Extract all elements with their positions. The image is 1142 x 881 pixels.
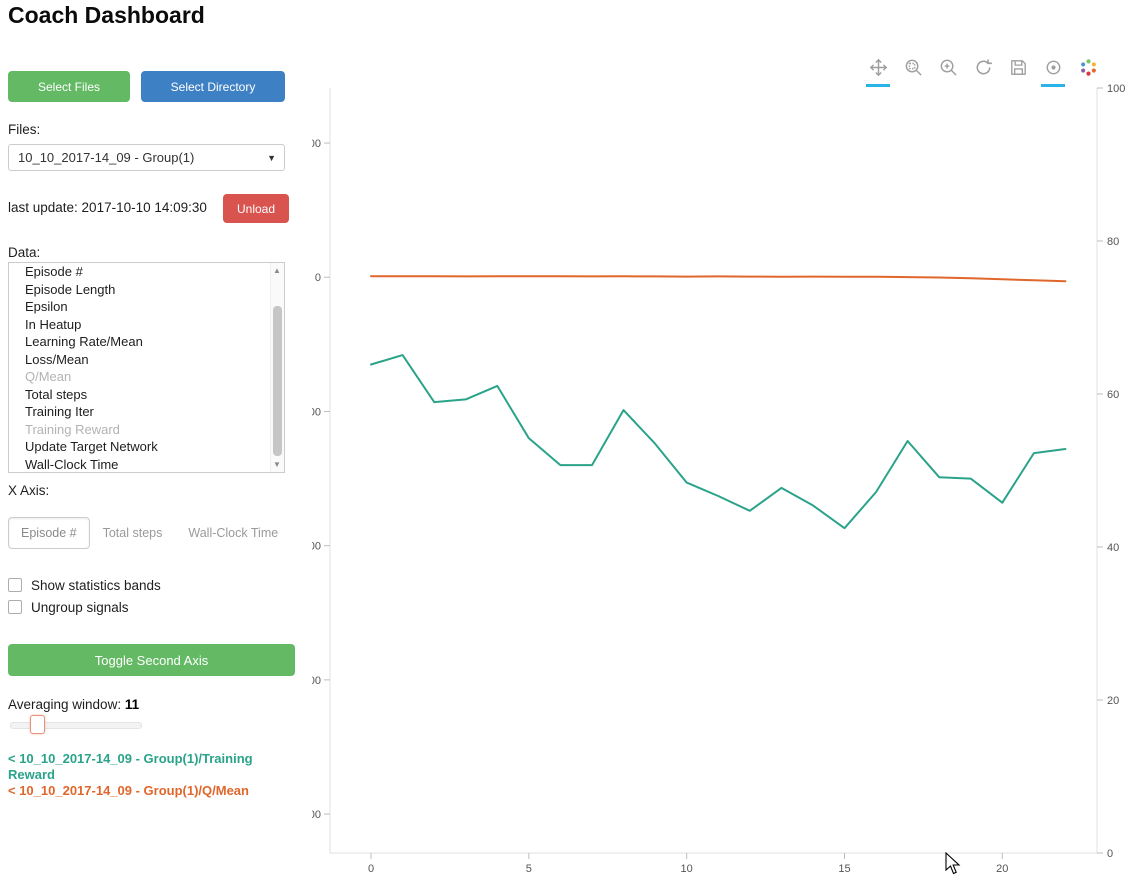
data-list: Episode # Episode Length Epsilon In Heatup L… xyxy=(9,263,271,472)
data-item[interactable]: Loss/Mean xyxy=(25,351,89,367)
checkbox-row[interactable]: Show statistics bands xyxy=(8,574,161,596)
bokeh-logo-icon xyxy=(1080,59,1096,76)
wheel-zoom-icon xyxy=(940,59,957,76)
x-axis-option[interactable]: Total steps xyxy=(89,517,176,549)
x-axis-tick-label: 15 xyxy=(838,863,850,875)
right-axis-tick-label: 100 xyxy=(1107,83,1125,95)
scroll-up-icon[interactable]: ▲ xyxy=(273,266,281,275)
right-axis-tick-label: 0 xyxy=(1107,848,1113,860)
averaging-window-value: 11 xyxy=(124,697,140,712)
reset-tool[interactable] xyxy=(971,57,995,87)
x-axis-tick-label: 0 xyxy=(368,863,374,875)
chart-legend: < 10_10_2017-14_09 - Group(1)/Training R… xyxy=(8,751,288,800)
right-axis-tick-label: 60 xyxy=(1107,389,1119,401)
left-axis-tick-label: -400 xyxy=(312,809,321,821)
scrollbar-thumb[interactable] xyxy=(273,306,282,456)
x-axis-tick-label: 5 xyxy=(526,863,532,875)
checkbox[interactable] xyxy=(8,600,22,614)
pan-tool[interactable] xyxy=(866,57,890,87)
last-update-text: last update: 2017-10-10 14:09:30 xyxy=(8,200,207,215)
right-axis-tick-label: 40 xyxy=(1107,542,1119,554)
files-dropdown-value: 10_10_2017-14_09 - Group(1) xyxy=(18,150,195,165)
checkbox-label: Show statistics bands xyxy=(31,577,161,593)
chevron-down-icon: ▼ xyxy=(267,152,276,163)
x-axis-tick-label: 20 xyxy=(996,863,1008,875)
files-dropdown[interactable]: 10_10_2017-14_09 - Group(1) ▼ xyxy=(8,144,285,171)
data-item[interactable]: Q/Mean xyxy=(25,369,72,384)
data-item[interactable]: Episode # xyxy=(25,264,83,279)
files-label: Files: xyxy=(8,122,41,137)
x-axis-option[interactable]: Episode # xyxy=(8,517,90,549)
left-axis-tick-label: -200 xyxy=(312,541,321,553)
x-axis-label: X Axis: xyxy=(8,483,50,498)
left-axis-tick-label: 100 xyxy=(312,138,321,150)
checkbox-row[interactable]: Ungroup signals xyxy=(8,596,161,618)
data-item[interactable]: Epsilon xyxy=(25,299,68,314)
slider-handle[interactable] xyxy=(30,715,45,734)
file-buttons-row: Select Files Select Directory xyxy=(8,71,285,102)
wheel-zoom-tool[interactable] xyxy=(936,57,960,87)
series-line-1 xyxy=(370,275,1067,283)
select-directory-button[interactable]: Select Directory xyxy=(141,71,285,102)
chart-canvas[interactable]: 100 0 -100 -200 -300 -400 100 80 60 40 20 0 0 5 10 15 20 xyxy=(299,55,1142,881)
averaging-window-slider[interactable] xyxy=(10,714,142,734)
page-title: Coach Dashboard xyxy=(8,2,205,28)
data-item[interactable]: Learning Rate/Mean xyxy=(25,334,143,349)
series-line-0 xyxy=(370,354,1067,530)
data-item[interactable]: Wall-Clock Time xyxy=(25,456,119,472)
box-zoom-tool[interactable] xyxy=(901,57,925,87)
slider-track[interactable] xyxy=(10,722,142,729)
data-multiselect[interactable]: Episode # Episode Length Epsilon In Heatup L… xyxy=(8,262,285,473)
checkbox-group: Show statistics bands Ungroup signals xyxy=(8,574,161,618)
x-axis-tick-label: 10 xyxy=(681,863,693,875)
reset-icon xyxy=(976,59,992,75)
plot-area[interactable] xyxy=(330,88,1097,853)
plot-region[interactable]: 100 0 -100 -200 -300 -400 100 80 60 40 20 0 0 5 10 15 20 xyxy=(299,55,1142,881)
pan-icon xyxy=(869,58,887,77)
box-zoom-icon xyxy=(905,59,922,76)
hover-icon xyxy=(1046,60,1060,75)
data-item[interactable]: Training Reward xyxy=(25,421,120,437)
data-item[interactable]: In Heatup xyxy=(25,316,82,332)
checkbox-label: Ungroup signals xyxy=(31,599,129,615)
left-axis-tick-label: 0 xyxy=(315,272,321,284)
data-item[interactable]: Total steps xyxy=(25,386,88,402)
averaging-window-label: Averaging window: xyxy=(8,697,122,712)
save-icon xyxy=(1010,60,1026,75)
save-tool[interactable] xyxy=(1006,57,1030,87)
bokeh-logo-tool[interactable] xyxy=(1076,57,1100,87)
plot-toolbar xyxy=(866,57,1100,87)
unload-button[interactable]: Unload xyxy=(223,194,289,223)
data-item[interactable]: Training Iter xyxy=(25,404,94,419)
x-axis-radio-group: Episode # Total steps Wall-Clock Time xyxy=(8,517,292,549)
legend-entry[interactable]: < 10_10_2017-14_09 - Group(1)/Q/Mean xyxy=(8,783,249,798)
scroll-down-icon[interactable]: ▼ xyxy=(273,460,281,469)
right-axis-tick-label: 80 xyxy=(1107,236,1119,248)
legend-entry[interactable]: < 10_10_2017-14_09 - Group(1)/Training R… xyxy=(8,751,253,782)
data-item[interactable]: Update Target Network xyxy=(25,439,158,454)
hover-tool[interactable] xyxy=(1041,57,1065,87)
checkbox[interactable] xyxy=(8,578,22,592)
averaging-window-row: Averaging window: 11 xyxy=(8,697,139,712)
toggle-second-axis-button[interactable]: Toggle Second Axis xyxy=(8,644,295,676)
x-axis-option[interactable]: Wall-Clock Time xyxy=(175,517,292,549)
select-files-button[interactable]: Select Files xyxy=(8,71,130,102)
left-axis-tick-label: -300 xyxy=(312,675,321,687)
left-axis-tick-label: -100 xyxy=(312,406,321,418)
scrollbar[interactable]: ▲ ▼ xyxy=(270,263,284,472)
data-label: Data: xyxy=(8,245,41,260)
sidebar: Select Files Select Directory Files: 10_… xyxy=(0,0,302,881)
data-item[interactable]: Episode Length xyxy=(25,281,116,297)
right-axis-tick-label: 20 xyxy=(1107,695,1119,707)
